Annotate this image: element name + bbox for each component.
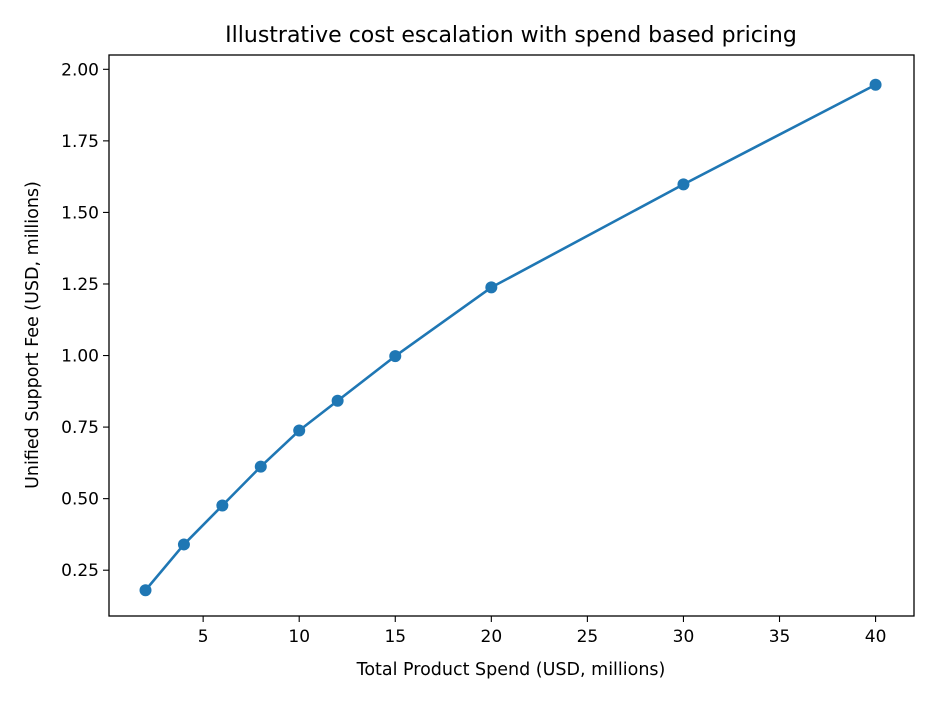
series-layer (139, 78, 882, 597)
data-point (389, 350, 402, 363)
y-tick-label: 0.25 (61, 561, 99, 581)
y-tick-label: 0.50 (61, 490, 99, 510)
y-axis-ticks: 0.25 0.50 0.75 1.00 1.25 1.50 1.75 2.00 (61, 60, 109, 581)
data-point (293, 424, 306, 437)
x-tick-label: 20 (481, 627, 503, 647)
y-tick-label: 1.00 (61, 347, 99, 367)
x-tick-label: 15 (384, 627, 406, 647)
x-axis-label: Total Product Spend (USD, millions) (356, 660, 666, 680)
data-point (139, 584, 152, 597)
data-point (177, 538, 190, 551)
data-point (677, 178, 690, 191)
y-tick-label: 1.25 (61, 275, 99, 295)
x-tick-label: 35 (769, 627, 791, 647)
x-tick-label: 40 (865, 627, 887, 647)
y-tick-label: 0.75 (61, 418, 99, 438)
data-point (216, 499, 229, 512)
y-tick-label: 2.00 (61, 60, 99, 80)
x-axis-ticks: 5 10 15 20 25 30 35 40 (198, 616, 887, 647)
y-tick-label: 1.50 (61, 203, 99, 223)
x-tick-label: 5 (198, 627, 209, 647)
y-tick-label: 1.75 (61, 132, 99, 152)
chart-title: Illustrative cost escalation with spend … (225, 23, 797, 48)
x-tick-label: 10 (288, 627, 310, 647)
y-axis-label: Unified Support Fee (USD, millions) (23, 181, 43, 489)
data-point (869, 78, 882, 91)
plot-frame (108, 54, 915, 617)
x-tick-label: 25 (577, 627, 599, 647)
x-tick-label: 30 (673, 627, 695, 647)
data-point (485, 281, 498, 294)
data-point (331, 394, 344, 407)
data-point (254, 460, 267, 473)
series-line (144, 83, 877, 592)
